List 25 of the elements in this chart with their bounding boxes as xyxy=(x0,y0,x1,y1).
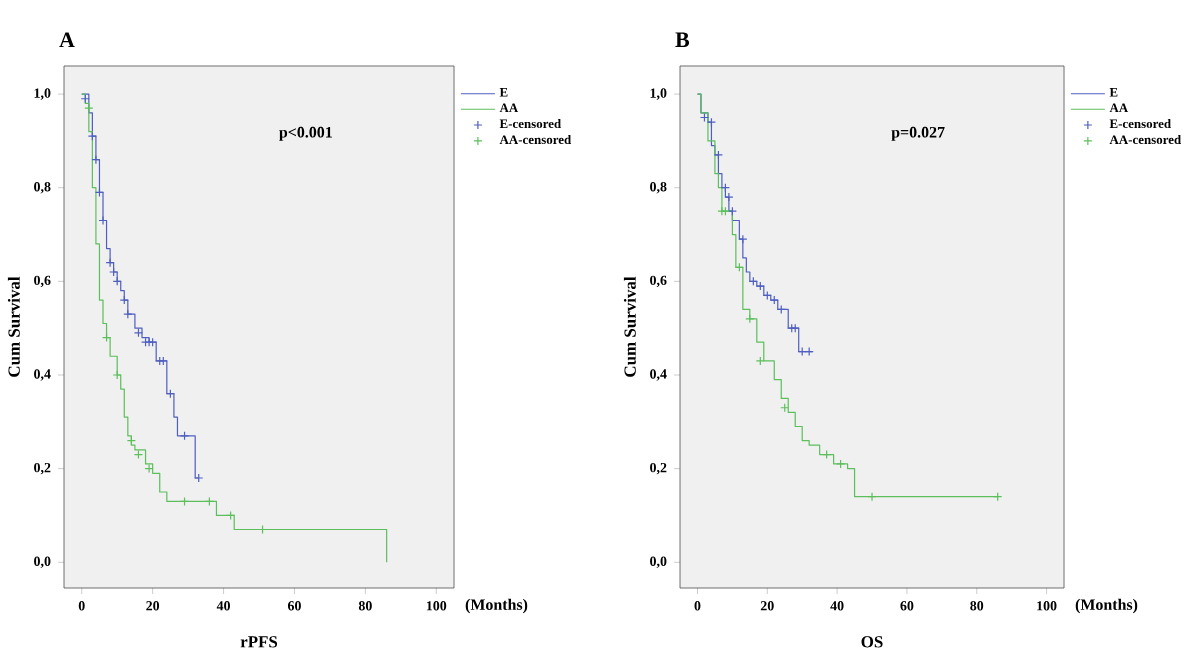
point xyxy=(123,309,133,319)
point xyxy=(713,150,724,160)
point xyxy=(144,464,154,474)
chart-title: B xyxy=(675,32,690,47)
point xyxy=(119,295,129,305)
point xyxy=(133,328,144,338)
x-axis-title: OS xyxy=(861,636,883,648)
point xyxy=(84,103,94,113)
point xyxy=(727,206,737,216)
point xyxy=(867,492,877,502)
point xyxy=(738,234,748,244)
point xyxy=(836,459,846,469)
chart-title: A xyxy=(59,32,75,47)
point xyxy=(755,356,765,366)
point xyxy=(755,281,765,291)
point xyxy=(98,215,108,226)
point xyxy=(769,295,779,305)
x-axis-title: rPFS xyxy=(240,636,278,648)
point xyxy=(724,192,734,202)
y-axis-title: Cum Survival xyxy=(7,276,20,377)
point xyxy=(112,370,122,380)
point xyxy=(109,267,119,277)
point xyxy=(91,155,101,165)
y-axis-title: Cum Survival xyxy=(623,276,636,377)
point xyxy=(105,258,115,268)
